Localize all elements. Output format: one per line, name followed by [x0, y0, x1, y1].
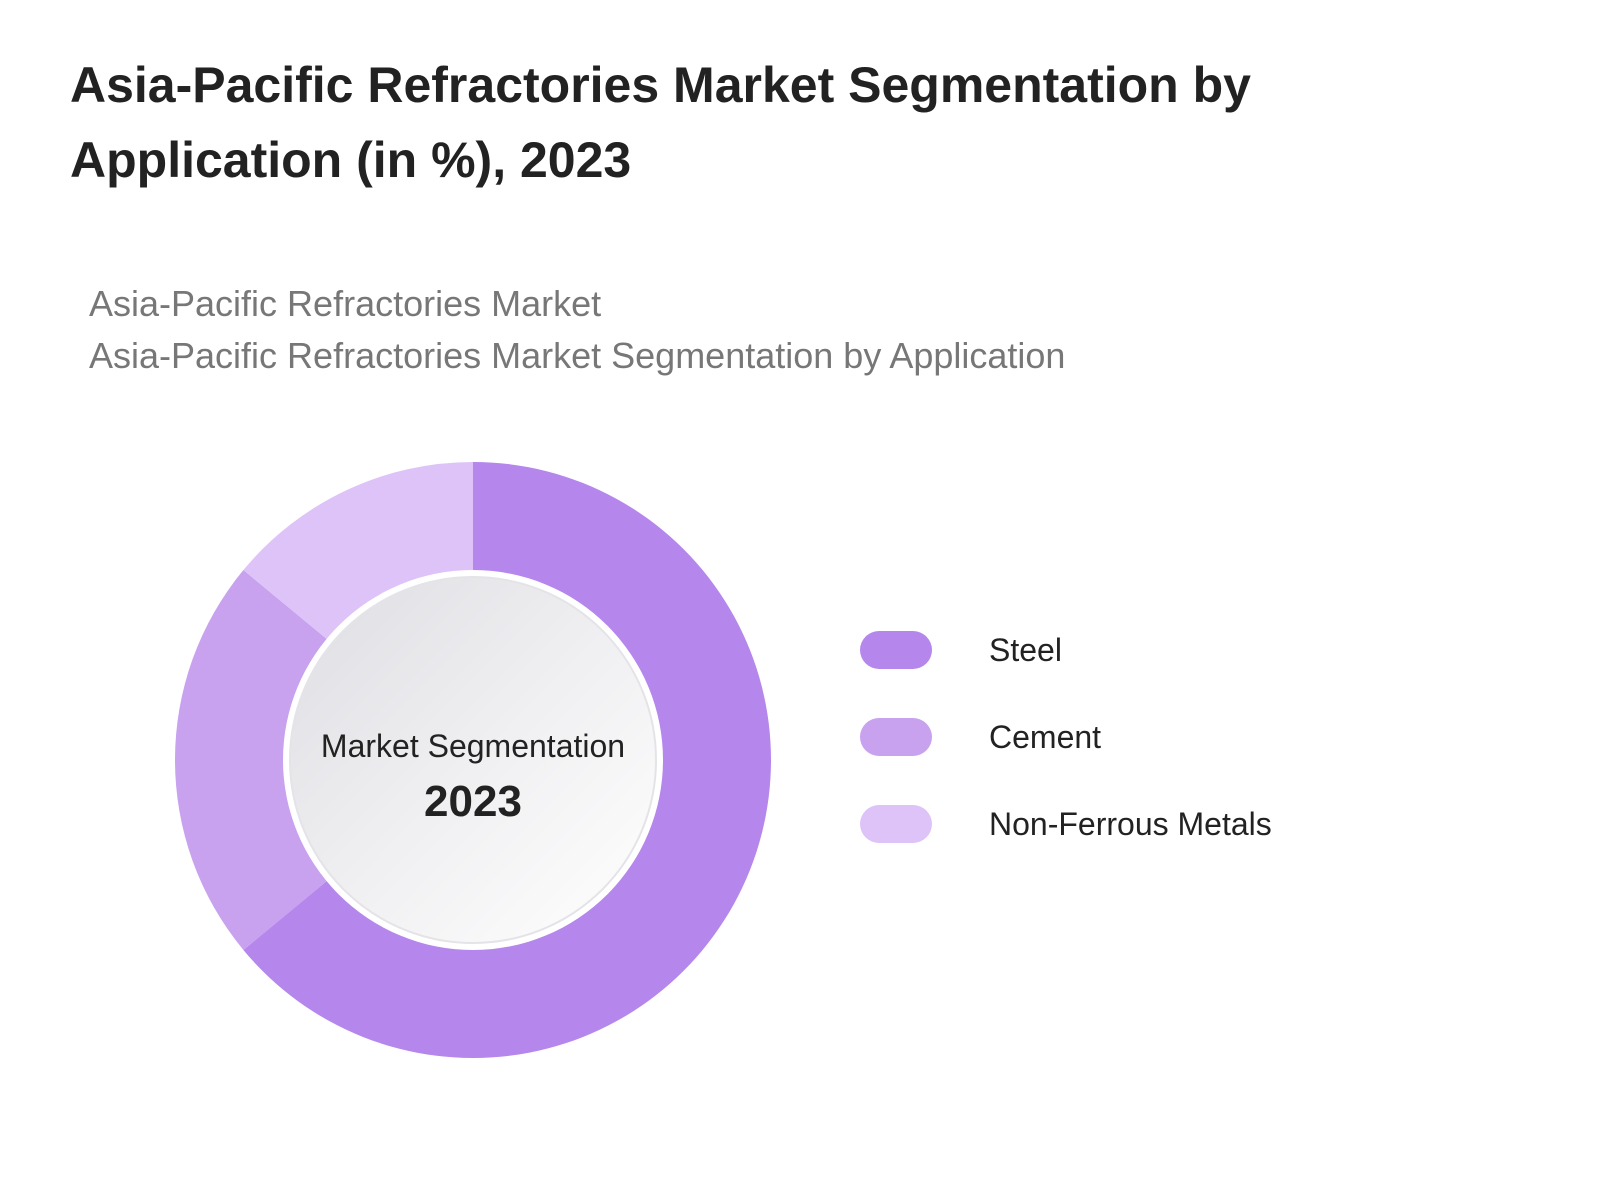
legend-label: Non-Ferrous Metals: [989, 806, 1272, 842]
legend-swatch: [860, 631, 932, 669]
breadcrumb-line-segmentation: Asia-Pacific Refractories Market Segment…: [89, 335, 1066, 376]
legend-swatch: [860, 718, 932, 756]
donut-center-disc: [289, 576, 657, 944]
legend-label: Steel: [989, 632, 1062, 668]
center-year: 2023: [424, 777, 522, 826]
breadcrumb-line-market: Asia-Pacific Refractories Market: [89, 283, 602, 324]
legend-swatch: [860, 805, 932, 843]
breadcrumb: Asia-Pacific Refractories Market Asia-Pa…: [89, 278, 1065, 382]
legend-label: Cement: [989, 719, 1102, 755]
center-label: Market Segmentation: [321, 728, 625, 764]
chart-title: Asia-Pacific Refractories Market Segment…: [70, 57, 1251, 188]
